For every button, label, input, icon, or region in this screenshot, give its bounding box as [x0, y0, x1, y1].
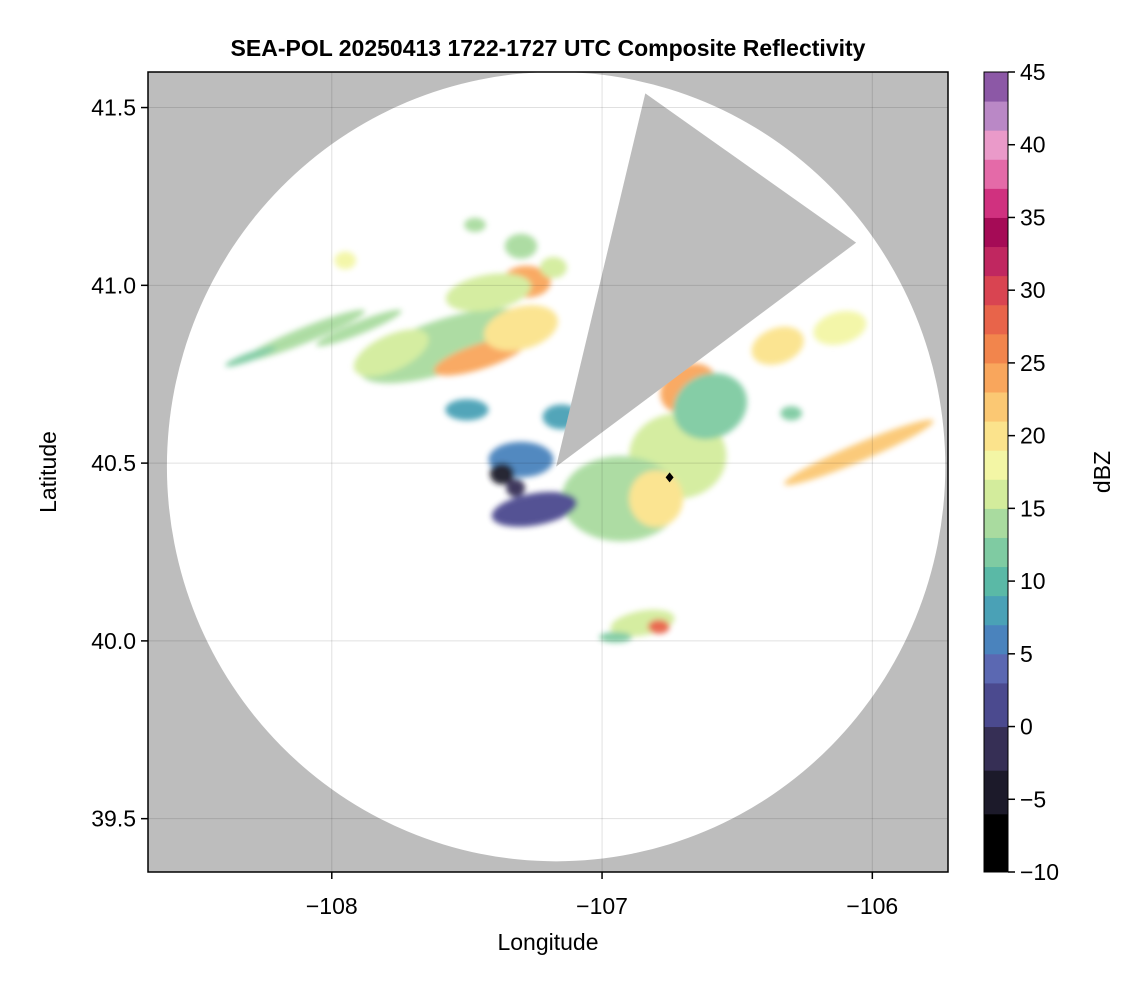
- colorbar-tick-label: 5: [1020, 641, 1033, 667]
- x-tick-label: −108: [306, 893, 358, 919]
- colorbar-tick-label: 30: [1020, 277, 1046, 303]
- x-tick-label: −106: [846, 893, 898, 919]
- echo-20: [489, 463, 515, 485]
- colorbar-segment: [984, 362, 1008, 393]
- echo-24: [599, 632, 632, 643]
- echo-15: [751, 326, 804, 365]
- colorbar-tick-label: 15: [1020, 495, 1046, 521]
- echo-9: [353, 329, 429, 377]
- colorbar-label: dBZ: [1089, 451, 1115, 493]
- y-tick-label: 40.5: [91, 450, 136, 476]
- echo-23: [648, 619, 670, 634]
- echo-4: [445, 273, 532, 312]
- axes-frame: [147, 71, 949, 873]
- colorbar-segment: [984, 275, 1008, 306]
- location-marker: [665, 472, 674, 483]
- y-tick-label: 41.0: [91, 272, 136, 298]
- colorbar-segment: [984, 653, 1008, 684]
- gridlines: [148, 72, 948, 872]
- colorbar-segment: [984, 333, 1008, 364]
- colorbar-segment: [984, 726, 1008, 771]
- echo-6: [316, 309, 402, 347]
- colorbar-tick-label: 35: [1020, 204, 1046, 230]
- y-tick-label: 41.5: [91, 95, 136, 121]
- echo-14: [673, 373, 748, 440]
- echo-18: [491, 491, 578, 527]
- colorbar-segment: [984, 101, 1008, 131]
- colorbar-segment: [984, 566, 1008, 597]
- colorbar-segment: [984, 304, 1008, 335]
- echo-8: [334, 251, 357, 270]
- colorbar-tick-label: 0: [1020, 714, 1033, 740]
- plot-area: [147, 71, 949, 873]
- echo-17: [784, 419, 934, 486]
- colorbar: −10 −5 0 5 10 15 20 25 30 35 40 45: [983, 59, 1059, 885]
- x-axis-label: Longitude: [497, 929, 598, 955]
- echo-7: [225, 346, 277, 367]
- colorbar-segment: [984, 246, 1008, 277]
- echo-27: [464, 217, 486, 232]
- echo-26: [539, 256, 567, 279]
- blocked-sector: [556, 93, 857, 467]
- echo-25: [504, 233, 538, 259]
- colorbar-segment: [984, 159, 1008, 189]
- chart-title: SEA-POL 20250413 1722-1727 UTC Composite…: [231, 35, 866, 61]
- echo-29: [445, 399, 489, 421]
- colorbar-segment: [984, 624, 1008, 655]
- colorbar-tick-label: 25: [1020, 350, 1046, 376]
- colorbar-tick-label: 10: [1020, 568, 1046, 594]
- colorbar-tick-label: −5: [1020, 786, 1046, 812]
- echo-12: [629, 470, 684, 528]
- colorbar-segment: [984, 421, 1008, 451]
- colorbar-segment: [984, 537, 1008, 568]
- colorbar-segment: [984, 392, 1008, 422]
- colorbar-tick-label: 40: [1020, 132, 1046, 158]
- colorbar-tick-label: 20: [1020, 423, 1046, 449]
- colorbar-segment: [984, 682, 1008, 728]
- colorbar-segment: [984, 217, 1008, 248]
- echo-28: [780, 406, 803, 421]
- echo-21: [506, 479, 526, 497]
- echo-2: [484, 305, 558, 351]
- colorbar-segment: [984, 813, 1008, 873]
- colorbar-tick-label: −10: [1020, 859, 1059, 885]
- colorbar-segment: [984, 450, 1008, 480]
- colorbar-tick-label: 45: [1020, 59, 1046, 85]
- y-axis-label: Latitude: [35, 431, 61, 513]
- colorbar-segment: [984, 770, 1008, 815]
- reflectivity-field: [166, 72, 946, 862]
- colorbar-segment: [984, 188, 1008, 218]
- colorbar-segment: [984, 595, 1008, 626]
- colorbar-frame: [983, 71, 1009, 873]
- y-tick-label: 39.5: [91, 806, 136, 832]
- colorbar-segment: [984, 479, 1008, 509]
- colorbar-segment: [984, 130, 1008, 160]
- y-tick-label: 40.0: [91, 628, 136, 654]
- colorbar-segment: [984, 72, 1008, 102]
- colorbar-segment: [984, 508, 1008, 538]
- x-axis-ticks: −108 −107 −106: [306, 872, 898, 919]
- x-tick-label: −107: [576, 893, 628, 919]
- y-axis-ticks: 39.5 40.0 40.5 41.0 41.5: [91, 95, 148, 832]
- echo-16: [813, 311, 867, 345]
